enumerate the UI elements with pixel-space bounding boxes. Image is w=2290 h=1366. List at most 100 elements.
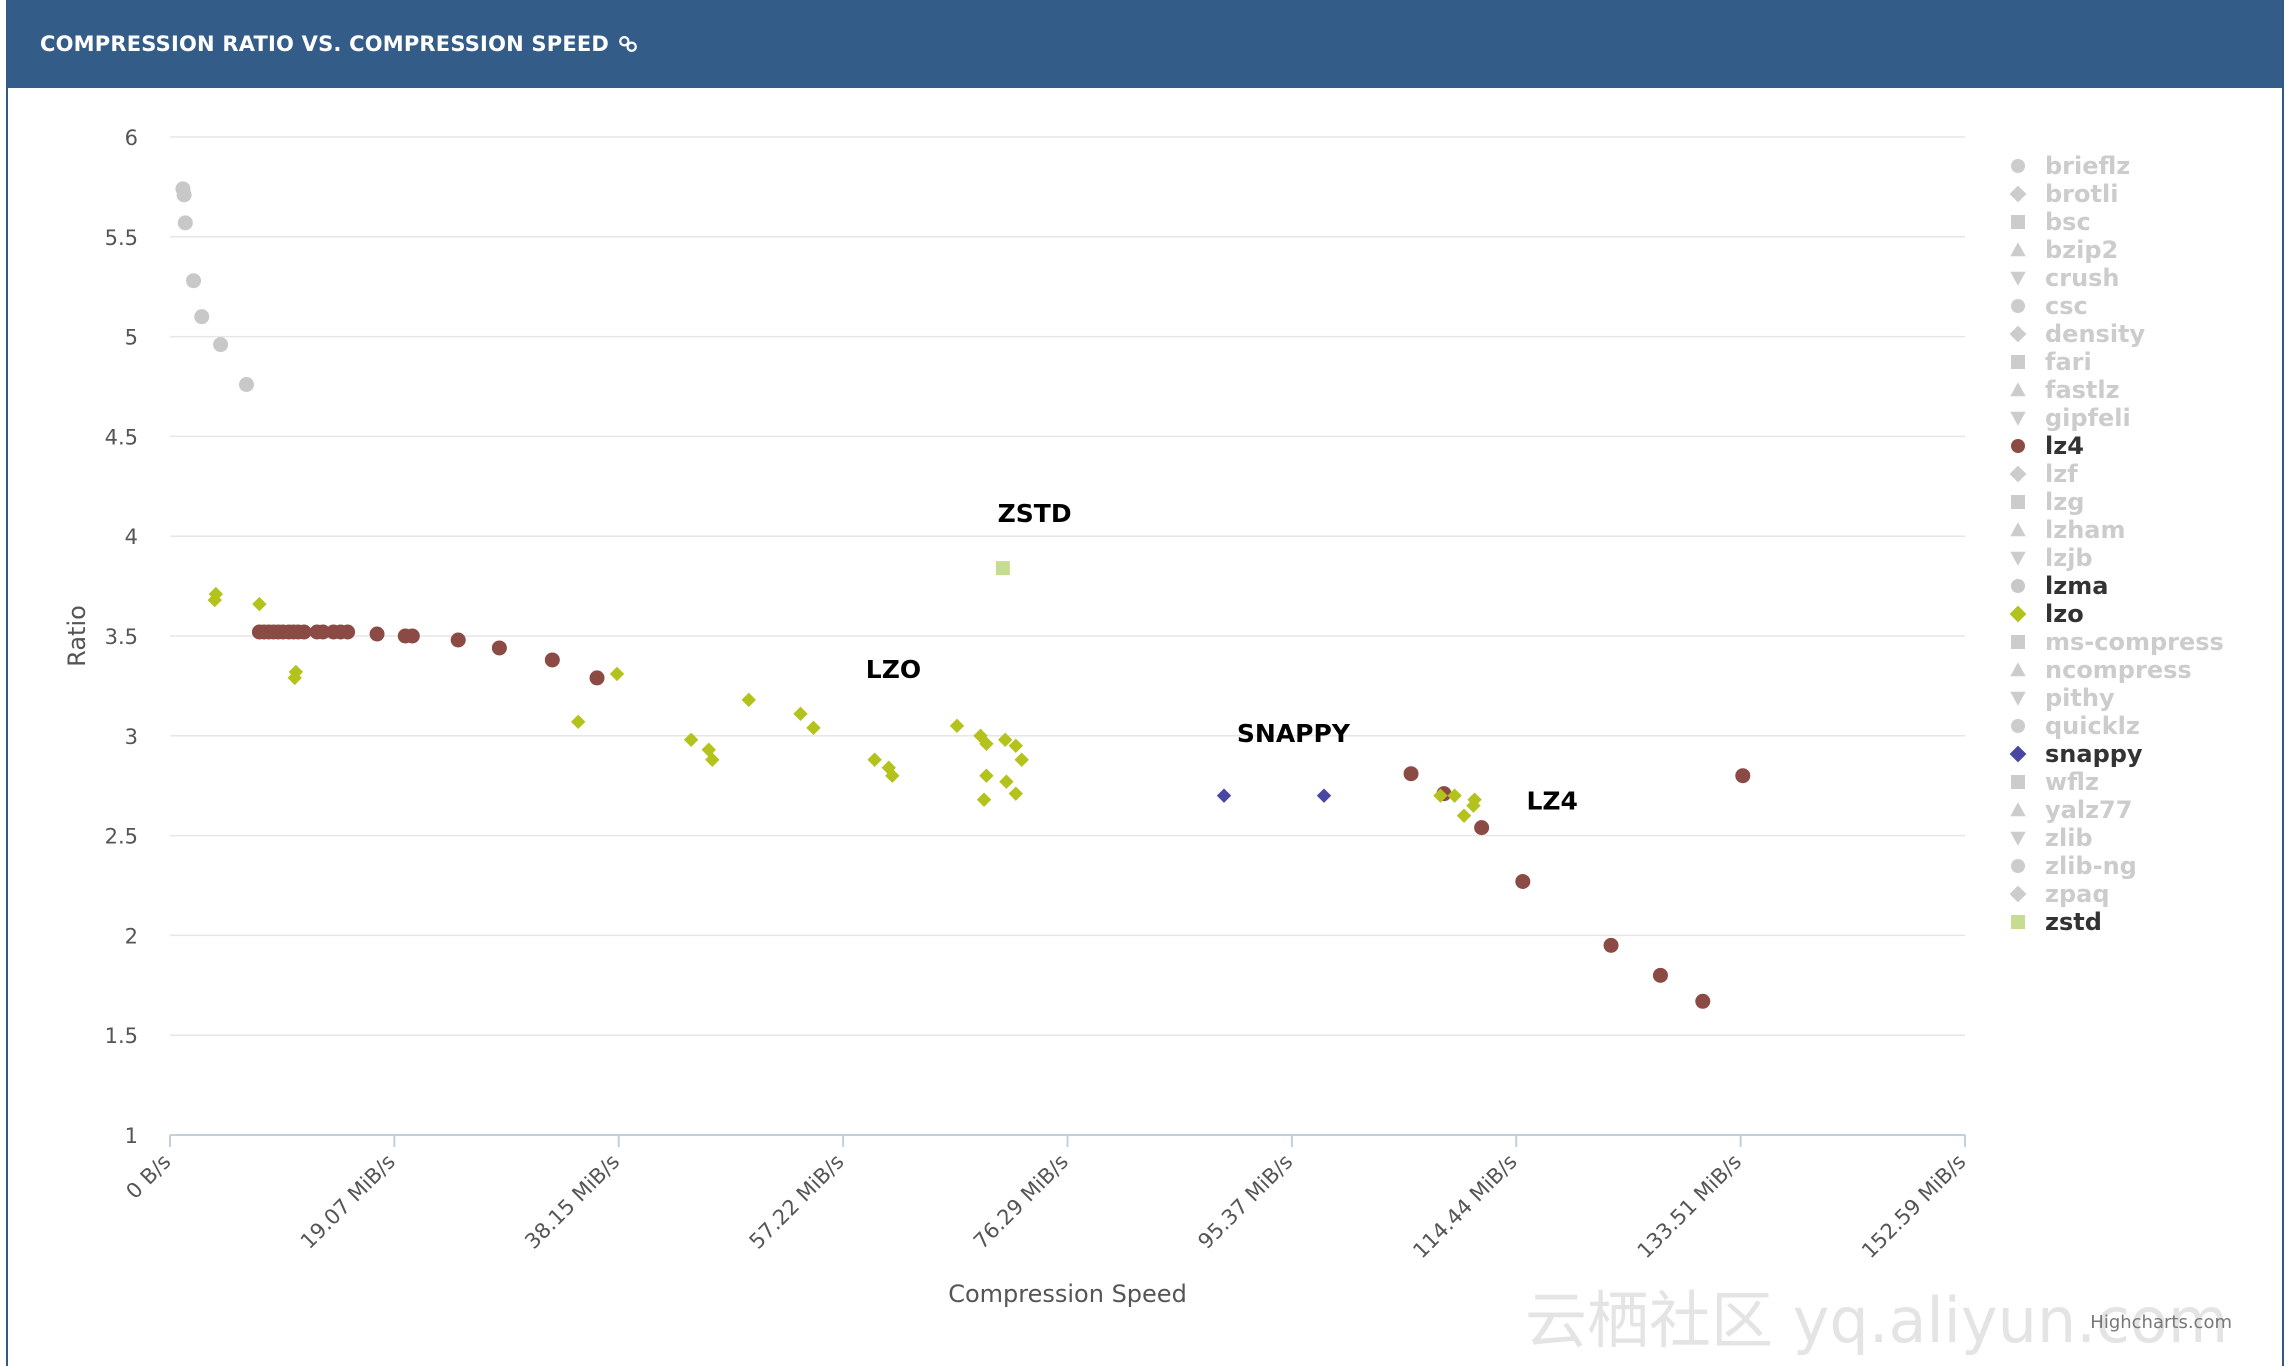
legend-item-snappy[interactable]: snappy [2045,740,2143,768]
data-point-zstd[interactable] [995,561,1010,576]
legend-symbol-lzo[interactable] [2009,605,2027,623]
data-point-lzo[interactable] [1466,798,1481,813]
data-point-lzo[interactable] [998,732,1013,747]
legend-item-lzham[interactable]: lzham [2045,516,2125,544]
data-point-lzo[interactable] [881,760,896,775]
data-point-lzo[interactable] [999,774,1014,789]
legend-symbol-csc[interactable] [2011,299,2025,313]
data-point-lzo[interactable] [979,736,994,751]
data-point-lzo[interactable] [1008,786,1023,801]
data-point-lzo[interactable] [1014,752,1029,767]
legend-symbol-lzf[interactable] [2009,465,2027,483]
data-point-lzo[interactable] [1456,808,1472,823]
data-point-lzma[interactable] [177,215,193,231]
data-point-lzo[interactable] [793,706,808,722]
legend-symbol-gipfeli[interactable] [2010,411,2026,426]
legend-item-zlib-ng[interactable]: zlib-ng [2045,852,2137,880]
legend-symbol-brieflz[interactable] [2011,159,2025,173]
data-point-snappy[interactable] [1316,788,1332,803]
legend-symbol-yalz77[interactable] [2010,802,2026,817]
legend-item-brieflz[interactable]: brieflz [2045,152,2130,180]
legend-symbol-fari[interactable] [2011,355,2025,369]
legend-symbol-ms-compress[interactable] [2011,635,2025,649]
legend-item-lzg[interactable]: lzg [2045,488,2084,516]
data-point-lzo[interactable] [979,768,994,783]
data-point-lzma[interactable] [194,309,210,325]
legend-symbol-lzma[interactable] [2011,579,2025,593]
legend-item-bsc[interactable]: bsc [2045,208,2091,236]
legend-item-bzip2[interactable]: bzip2 [2045,236,2118,264]
legend-symbol-zlib[interactable] [2010,831,2026,846]
legend-symbol-bsc[interactable] [2011,215,2025,229]
data-point-lzo[interactable] [806,720,821,736]
data-point-lz4[interactable] [404,628,420,644]
data-point-lz4[interactable] [589,670,605,686]
data-point-lzo[interactable] [705,752,720,767]
legend-symbol-crush[interactable] [2010,271,2026,286]
legend-item-ncompress[interactable]: ncompress [2045,656,2192,684]
data-point-lz4[interactable] [1652,967,1668,983]
legend-item-crush[interactable]: crush [2045,264,2120,292]
legend-symbol-zstd[interactable] [2011,915,2025,929]
legend-symbol-density[interactable] [2009,325,2027,343]
legend-item-fari[interactable]: fari [2045,348,2092,376]
legend-symbol-ncompress[interactable] [2010,662,2026,677]
data-point-lz4[interactable] [315,624,331,640]
data-point-lzma[interactable] [186,273,202,289]
legend-symbol-quicklz[interactable] [2011,719,2025,733]
legend-item-pithy[interactable]: pithy [2045,684,2115,712]
legend-item-yalz77[interactable]: yalz77 [2045,796,2132,824]
legend-symbol-fastlz[interactable] [2010,382,2026,397]
legend-item-zpaq[interactable]: zpaq [2045,880,2110,908]
data-point-lz4[interactable] [296,624,312,640]
legend-symbol-wflz[interactable] [2011,775,2025,789]
data-point-lzma[interactable] [176,187,192,203]
legend-item-wflz[interactable]: wflz [2045,768,2099,796]
credit-link[interactable]: Highcharts.com [2090,1312,2232,1333]
legend-item-brotli[interactable]: brotli [2045,180,2118,208]
legend-item-lz4[interactable]: lz4 [2045,432,2084,460]
legend-symbol-lzjb[interactable] [2010,551,2026,566]
data-point-lzo[interactable] [949,718,965,734]
legend-item-lzma[interactable]: lzma [2045,572,2108,600]
data-point-lzo[interactable] [1447,788,1462,803]
data-point-lz4[interactable] [1474,820,1490,836]
legend-item-ms-compress[interactable]: ms-compress [2045,628,2224,656]
data-point-lzo[interactable] [683,732,699,747]
legend-symbol-lz4[interactable] [2011,439,2025,453]
data-point-lzo[interactable] [1008,738,1023,753]
data-point-lzo[interactable] [570,714,586,730]
legend-symbol-snappy[interactable] [2009,745,2027,763]
legend-item-fastlz[interactable]: fastlz [2045,376,2120,404]
data-point-lzo[interactable] [287,670,302,686]
legend-item-zstd[interactable]: zstd [2045,908,2102,936]
data-point-lzo[interactable] [741,692,756,708]
legend-symbol-lzg[interactable] [2011,495,2025,509]
data-point-snappy[interactable] [1216,788,1232,803]
legend-item-density[interactable]: density [2045,320,2146,348]
data-point-lz4[interactable] [369,626,385,642]
legend-symbol-lzham[interactable] [2010,522,2026,537]
data-point-lzo[interactable] [609,666,625,682]
legend-symbol-pithy[interactable] [2010,691,2026,706]
data-point-lzo[interactable] [252,596,267,612]
legend-item-csc[interactable]: csc [2045,292,2088,320]
data-point-lzo[interactable] [976,792,992,807]
data-point-lzma[interactable] [213,337,229,353]
data-point-lzo[interactable] [885,768,900,783]
data-point-lz4[interactable] [544,652,560,668]
link-icon[interactable] [617,33,639,55]
data-point-lzo[interactable] [867,752,882,767]
data-point-lzo[interactable] [207,592,222,608]
legend-symbol-zpaq[interactable] [2009,885,2027,903]
legend-item-zlib[interactable]: zlib [2045,824,2093,852]
data-point-lz4[interactable] [1403,766,1419,782]
legend-symbol-bzip2[interactable] [2010,242,2026,257]
data-point-lz4[interactable] [340,624,356,640]
legend-item-lzo[interactable]: lzo [2045,600,2084,628]
legend-item-quicklz[interactable]: quicklz [2045,712,2140,740]
data-point-lz4[interactable] [1603,937,1619,953]
data-point-lz4[interactable] [491,640,507,656]
legend-item-lzjb[interactable]: lzjb [2045,544,2093,572]
legend-item-lzf[interactable]: lzf [2045,460,2078,488]
